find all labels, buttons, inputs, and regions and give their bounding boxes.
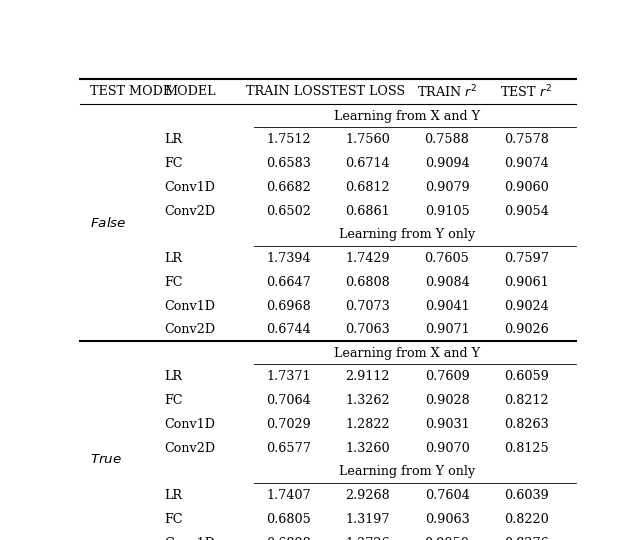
- Text: 0.6502: 0.6502: [266, 205, 311, 218]
- Text: 0.7578: 0.7578: [504, 133, 549, 146]
- Text: 0.7063: 0.7063: [346, 323, 390, 336]
- Text: 0.9060: 0.9060: [504, 181, 548, 194]
- Text: 0.9079: 0.9079: [425, 181, 469, 194]
- Text: 0.6805: 0.6805: [266, 512, 311, 525]
- Text: LR: LR: [164, 370, 182, 383]
- Text: 1.3197: 1.3197: [346, 512, 390, 525]
- Text: 0.6744: 0.6744: [266, 323, 310, 336]
- Text: 1.7512: 1.7512: [266, 133, 310, 146]
- Text: 0.6968: 0.6968: [266, 300, 310, 313]
- Text: Conv2D: Conv2D: [164, 323, 216, 336]
- Text: 0.9026: 0.9026: [504, 323, 548, 336]
- Text: Learning from X and Y: Learning from X and Y: [334, 347, 481, 360]
- Text: 0.6898: 0.6898: [266, 537, 310, 540]
- Text: 2.9112: 2.9112: [346, 370, 390, 383]
- Text: 0.9054: 0.9054: [504, 205, 549, 218]
- Text: 2.9268: 2.9268: [346, 489, 390, 502]
- Text: Learning from X and Y: Learning from X and Y: [334, 110, 481, 123]
- Text: 0.8220: 0.8220: [504, 512, 548, 525]
- Text: 0.9031: 0.9031: [425, 418, 469, 431]
- Text: $True$: $True$: [90, 454, 122, 467]
- Text: 0.9071: 0.9071: [425, 323, 469, 336]
- Text: 0.7605: 0.7605: [424, 252, 470, 265]
- Text: TEST $r^2$: TEST $r^2$: [500, 84, 552, 100]
- Text: Conv1D: Conv1D: [164, 181, 215, 194]
- Text: Learning from Y only: Learning from Y only: [339, 228, 476, 241]
- Text: $False$: $False$: [90, 216, 127, 230]
- Text: TEST MODE: TEST MODE: [90, 85, 172, 98]
- Text: 0.6714: 0.6714: [346, 157, 390, 170]
- Text: 0.6682: 0.6682: [266, 181, 310, 194]
- Text: 0.9024: 0.9024: [504, 300, 548, 313]
- Text: FC: FC: [164, 512, 183, 525]
- Text: 0.7073: 0.7073: [346, 300, 390, 313]
- Text: 1.2726: 1.2726: [346, 537, 390, 540]
- Text: TEST LOSS: TEST LOSS: [330, 85, 405, 98]
- Text: 0.6039: 0.6039: [504, 489, 548, 502]
- Text: 0.6647: 0.6647: [266, 275, 310, 289]
- Text: 0.7597: 0.7597: [504, 252, 549, 265]
- Text: 0.9063: 0.9063: [425, 512, 469, 525]
- Text: 0.7588: 0.7588: [424, 133, 470, 146]
- Text: Conv1D: Conv1D: [164, 537, 215, 540]
- Text: 1.2822: 1.2822: [346, 418, 390, 431]
- Text: 0.6583: 0.6583: [266, 157, 311, 170]
- Text: 0.6577: 0.6577: [266, 442, 311, 455]
- Text: 0.9094: 0.9094: [425, 157, 469, 170]
- Text: Learning from Y only: Learning from Y only: [339, 465, 476, 478]
- Text: 0.8276: 0.8276: [504, 537, 548, 540]
- Text: 0.6808: 0.6808: [346, 275, 390, 289]
- Text: 1.7560: 1.7560: [346, 133, 390, 146]
- Text: 0.9028: 0.9028: [425, 394, 469, 407]
- Text: 0.6861: 0.6861: [346, 205, 390, 218]
- Text: LR: LR: [164, 133, 182, 146]
- Text: 1.3260: 1.3260: [346, 442, 390, 455]
- Text: 1.7371: 1.7371: [266, 370, 310, 383]
- Text: LR: LR: [164, 489, 182, 502]
- Text: TRAIN LOSS: TRAIN LOSS: [246, 85, 330, 98]
- Text: 1.7429: 1.7429: [346, 252, 390, 265]
- Text: 0.9061: 0.9061: [504, 275, 548, 289]
- Text: 0.7609: 0.7609: [425, 370, 469, 383]
- Text: 0.9105: 0.9105: [425, 205, 469, 218]
- Text: 0.8125: 0.8125: [504, 442, 548, 455]
- Text: 0.7604: 0.7604: [425, 489, 469, 502]
- Text: 0.7029: 0.7029: [266, 418, 310, 431]
- Text: 1.3262: 1.3262: [346, 394, 390, 407]
- Text: 1.7407: 1.7407: [266, 489, 310, 502]
- Text: 0.9084: 0.9084: [425, 275, 469, 289]
- Text: 0.9050: 0.9050: [424, 537, 470, 540]
- Text: 0.8212: 0.8212: [504, 394, 548, 407]
- Text: 0.9074: 0.9074: [504, 157, 548, 170]
- Text: 0.9070: 0.9070: [425, 442, 469, 455]
- Text: FC: FC: [164, 157, 183, 170]
- Text: 0.6812: 0.6812: [346, 181, 390, 194]
- Text: FC: FC: [164, 275, 183, 289]
- Text: 0.7064: 0.7064: [266, 394, 310, 407]
- Text: Conv1D: Conv1D: [164, 300, 215, 313]
- Text: MODEL: MODEL: [164, 85, 216, 98]
- Text: LR: LR: [164, 252, 182, 265]
- Text: 0.9041: 0.9041: [425, 300, 469, 313]
- Text: 1.7394: 1.7394: [266, 252, 310, 265]
- Text: FC: FC: [164, 394, 183, 407]
- Text: TRAIN $r^2$: TRAIN $r^2$: [417, 84, 477, 100]
- Text: Conv2D: Conv2D: [164, 205, 216, 218]
- Text: 0.8263: 0.8263: [504, 418, 548, 431]
- Text: Conv2D: Conv2D: [164, 442, 216, 455]
- Text: Conv1D: Conv1D: [164, 418, 215, 431]
- Text: 0.6059: 0.6059: [504, 370, 549, 383]
